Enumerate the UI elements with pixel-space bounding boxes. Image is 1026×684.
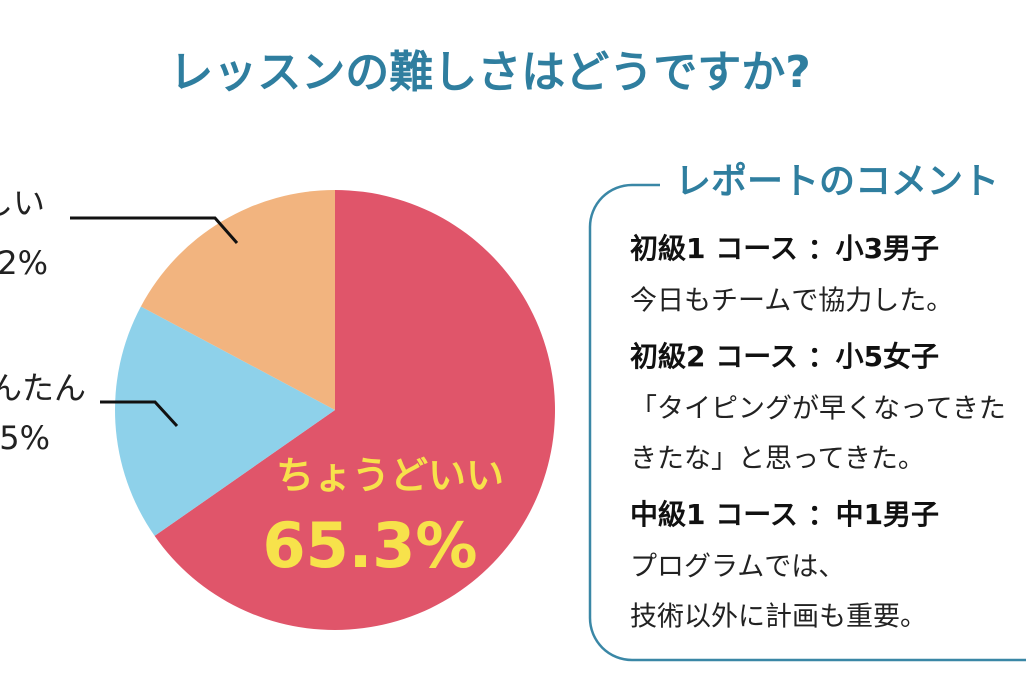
comment-course: 初級2 コース ：小5女子 — [630, 340, 939, 373]
comment-text: プログラムでは、 — [630, 552, 845, 583]
comment-text: 「タイピングが早くなってきた — [630, 394, 1006, 425]
comment-course: 中級1 コース ：中1男子 — [630, 498, 939, 531]
chart-title: レッスンの難しさはどうですか? — [169, 47, 811, 98]
comment-text: 今日もチームで協力した。 — [630, 286, 953, 317]
slice-label: むずかしい — [0, 184, 45, 222]
slice-label: ちょうどいい — [276, 454, 504, 498]
panel-title-bg — [660, 160, 1026, 210]
comment-text: きたな」と思ってきた。 — [630, 444, 925, 475]
slice-label: かんたん — [0, 369, 86, 407]
leader-line — [100, 400, 179, 428]
comment-course: 初級1 コース ：小3男子 — [630, 232, 939, 265]
pie-slice — [115, 306, 335, 536]
slice-value: 17.2% — [0, 244, 48, 282]
pie-slice — [154, 190, 555, 630]
comment-text: 技術以外に計画も重要。 — [630, 602, 927, 633]
pie-slice — [140, 190, 335, 410]
panel-title: レポートのコメント — [675, 160, 999, 202]
slice-value: 17.5% — [0, 419, 50, 457]
leader-line — [70, 216, 239, 244]
slice-value: 65.3% — [262, 509, 477, 582]
